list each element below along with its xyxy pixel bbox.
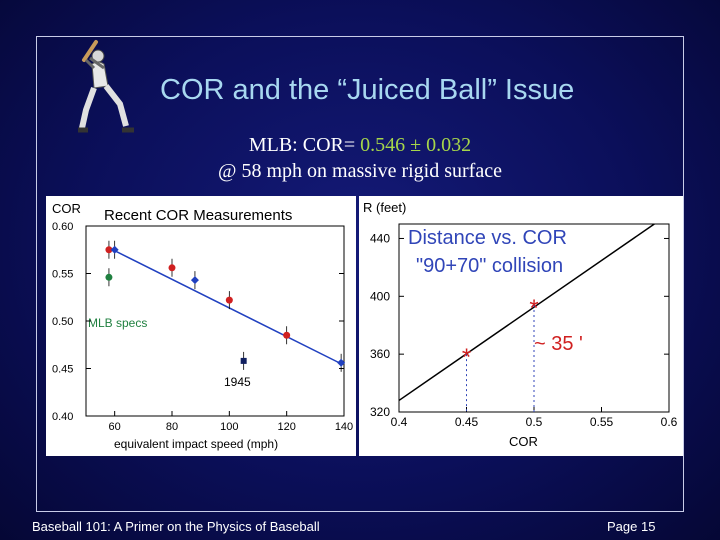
chart2-annotation: ~ 35 '	[534, 333, 583, 355]
chart1-point	[337, 358, 346, 367]
chart2-y-tick-label: 360	[370, 347, 390, 361]
subtitle-line-1: MLB: COR= 0.546 ± 0.032	[0, 134, 720, 157]
chart1-title: Recent COR Measurements	[104, 207, 292, 224]
cor-measurements-chart: COR Recent COR Measurements equivalent i…	[46, 196, 356, 456]
chart1-x-tick-label: 60	[109, 421, 121, 433]
chart1-point	[283, 331, 291, 339]
chart2-x-tick-label: 0.45	[455, 415, 479, 429]
chart1-y-tick-label: 0.60	[52, 221, 73, 233]
slide-frame	[36, 36, 684, 512]
chart1-fit-line	[108, 247, 342, 365]
chart1-y-tick-label: 0.40	[52, 411, 73, 423]
chart1-point	[105, 246, 113, 254]
chart1-ylabel: COR	[52, 201, 81, 216]
chart1-x-tick-label: 80	[166, 421, 178, 433]
subtitle-line-2: @ 58 mph on massive rigid surface	[218, 160, 502, 182]
chart1-xlabel: equivalent impact speed (mph)	[114, 437, 278, 451]
chart1-annotation-1945: 1945	[224, 375, 251, 389]
footer-left: Baseball 101: A Primer on the Physics of…	[32, 519, 320, 534]
chart2-x-tick-label: 0.6	[661, 415, 678, 429]
subtitle-value: 0.546 ± 0.032	[360, 134, 472, 156]
chart2-y-tick-label: 400	[370, 289, 390, 303]
chart2-title: Distance vs. COR	[408, 227, 567, 249]
chart1-point	[105, 273, 113, 281]
chart1-y-tick-label: 0.55	[52, 269, 73, 281]
chart2-ylabel: R (feet)	[363, 200, 406, 215]
chart1-point	[168, 264, 176, 272]
chart2-series-line	[398, 223, 655, 402]
chart1-point	[240, 357, 247, 364]
chart2-x-tick-label: 0.5	[526, 415, 543, 429]
chart2-star-marker: *	[529, 295, 538, 322]
chart2-xlabel: COR	[509, 434, 538, 449]
chart2-x-tick-label: 0.55	[590, 415, 614, 429]
distance-vs-cor-svg: R (feet) Distance vs. COR "90+70" collis…	[363, 200, 678, 449]
chart1-x-tick-label: 100	[220, 421, 238, 433]
chart1-point	[110, 245, 119, 254]
chart1-y-tick-label: 0.50	[52, 316, 73, 328]
chart2-subtitle: "90+70" collision	[416, 255, 563, 277]
subtitle-prefix: MLB: COR=	[248, 134, 361, 156]
chart1-x-tick-label: 120	[277, 421, 295, 433]
chart1-point	[225, 296, 233, 304]
chart2-y-tick-label: 440	[370, 231, 390, 245]
cor-measurements-svg: COR Recent COR Measurements equivalent i…	[52, 201, 353, 451]
chart1-y-tick-label: 0.45	[52, 364, 73, 376]
baseball-player-icon	[78, 40, 134, 133]
chart1-annotation-mlb-specs: MLB specs	[88, 316, 147, 330]
distance-vs-cor-chart: R (feet) Distance vs. COR "90+70" collis…	[359, 196, 683, 456]
slide-title: COR and the “Juiced Ball” Issue	[160, 74, 575, 106]
chart2-x-tick-label: 0.4	[391, 415, 408, 429]
footer-page-number: Page 15	[607, 519, 656, 534]
chart2-y-tick-label: 320	[370, 405, 390, 419]
chart1-point	[190, 276, 199, 285]
chart1-x-tick-label: 140	[335, 421, 353, 433]
chart2-star-marker: *	[462, 344, 471, 371]
